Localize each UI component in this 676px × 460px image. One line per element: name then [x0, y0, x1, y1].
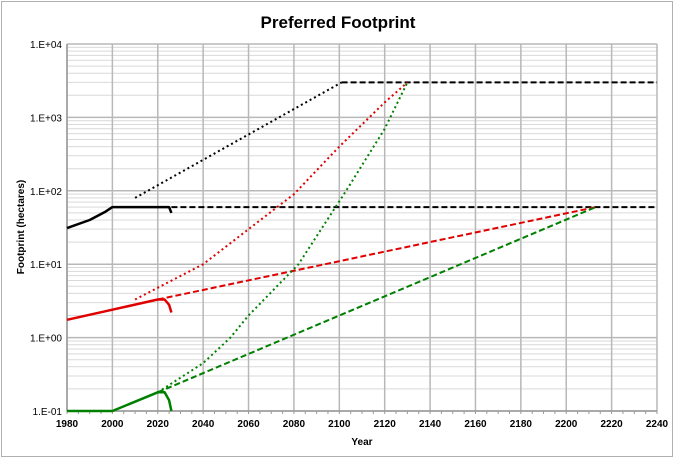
series-line-dotted-2	[134, 81, 343, 199]
series-line-dotted-5	[134, 81, 409, 301]
x-tick-label: 2140	[419, 419, 442, 430]
x-tick-label: 2160	[464, 419, 487, 430]
x-tick-label: 2060	[237, 419, 260, 430]
x-tick-label: 2180	[510, 419, 533, 430]
series-line-dotted-8	[157, 81, 409, 394]
y-tick-label: 1.E+00	[30, 334, 62, 345]
y-tick-label: 1.E+04	[30, 40, 62, 51]
x-tick-label: 2100	[328, 419, 351, 430]
x-tick-label: 2000	[101, 419, 124, 430]
series-line-solid-0	[66, 205, 173, 230]
x-tick-label: 2120	[374, 419, 397, 430]
y-tick-label: 1.E+02	[30, 187, 62, 198]
x-tick-label: 2200	[555, 419, 578, 430]
y-axis-label: Footprint (hectares)	[16, 180, 27, 274]
x-tick-label: 2220	[600, 419, 623, 430]
y-tick-label: 1.E-01	[33, 407, 63, 418]
y-tick-label: 1.E+01	[30, 260, 62, 271]
y-tick-label: 1.E+03	[30, 113, 62, 124]
x-tick-label: 2040	[192, 419, 215, 430]
x-tick-label: 2080	[283, 419, 306, 430]
x-tick-label: 1980	[56, 419, 79, 430]
x-tick-label: 2020	[147, 419, 170, 430]
chart-title: Preferred Footprint	[261, 13, 416, 32]
series-line-dashed-6	[157, 206, 596, 301]
x-axis-label: Year	[351, 437, 372, 448]
x-tick-label: 2240	[646, 419, 669, 430]
series-line-solid-7	[67, 391, 173, 413]
series-line-dashed-9	[157, 206, 597, 394]
